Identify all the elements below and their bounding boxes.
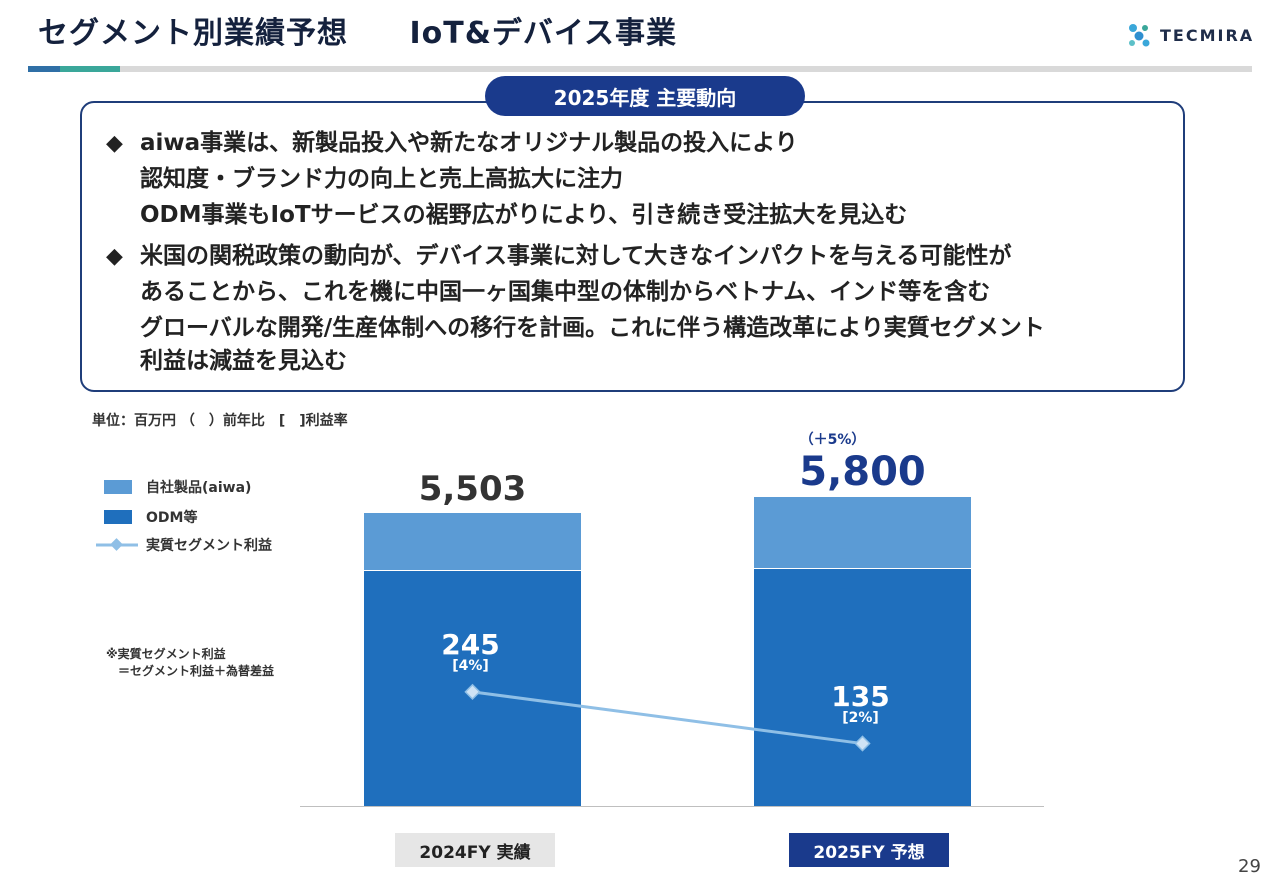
legend-item-odm: ODM等	[104, 507, 197, 527]
bar-total-label-1: 5,800	[799, 449, 926, 495]
bullet-2-line-4: 利益は減益を見込む	[140, 348, 347, 374]
category-label-2024: 2024FY 実績	[395, 833, 555, 867]
bar-odm-0	[364, 571, 581, 806]
logo-mark-icon	[1129, 24, 1150, 47]
bullet-1-line-2: 認知度・ブランド力の向上と売上高拡大に注力	[140, 166, 623, 192]
legend-swatch-aiwa	[104, 480, 132, 494]
growth-label-1: （＋5%）	[799, 432, 866, 448]
profit-value-label-0: 245	[441, 627, 500, 661]
chart-baseline	[300, 806, 1044, 807]
logo-text: TECMIRA	[1160, 25, 1255, 45]
bullet-1-line-1: aiwa事業は、新製品投入や新たなオリジナル製品の投入により	[140, 130, 798, 156]
bullet-1-line-3: ODM事業もIoTサービスの裾野広がりにより、引き続き受注拡大を見込む	[140, 202, 908, 228]
page-title: セグメント別業績予想 IoT&デバイス事業	[38, 8, 677, 52]
legend-line-icon	[96, 538, 138, 551]
bar-aiwa-0	[364, 512, 581, 571]
bullet-2-line-3: グローバルな開発/生産体制への移行を計画。これに伴う構造改革により実質セグメント	[140, 315, 1045, 341]
legend-item-aiwa: 自社製品(aiwa)	[104, 477, 251, 497]
legend-label-aiwa: 自社製品(aiwa)	[146, 480, 252, 496]
page-title-main: セグメント別業績予想	[38, 16, 348, 51]
note-line-1: ※実質セグメント利益	[106, 647, 226, 661]
bar-total-label-0: 5,503	[418, 468, 527, 509]
legend-label-odm: ODM等	[146, 510, 198, 526]
note-line-2: ＝セグメント利益＋為替差益	[106, 664, 275, 678]
header-divider-accent-teal	[60, 66, 120, 72]
page-title-sub: IoT&デバイス事業	[409, 16, 677, 51]
company-logo: TECMIRA	[1124, 20, 1254, 50]
unit-note: 単位：百万円 （ ）前年比 [ ]利益率	[92, 413, 348, 429]
profit-margin-label-1: [2%]	[842, 709, 879, 726]
header-divider	[28, 66, 1252, 72]
bullet-2-marker: ◆	[106, 244, 123, 269]
legend-swatch-odm	[104, 510, 132, 524]
summary-box	[80, 101, 1185, 392]
summary-label: 2025年度 主要動向	[485, 76, 805, 116]
bullet-1-marker: ◆	[106, 131, 123, 156]
legend-item-profit: 実質セグメント利益	[96, 535, 272, 555]
legend-label-profit: 実質セグメント利益	[146, 538, 272, 554]
bar-odm-1	[754, 568, 971, 806]
profit-margin-label-0: [4%]	[452, 657, 489, 674]
page-number: 29	[1238, 856, 1261, 877]
bullet-2-line-1: 米国の関税政策の動向が、デバイス事業に対して大きなインパクトを与える可能性が	[140, 243, 1012, 269]
category-label-2025: 2025FY 予想	[789, 833, 949, 867]
bullet-2-line-2: あることから、これを機に中国一ヶ国集中型の体制からベトナム、インド等を含む	[140, 279, 991, 305]
profit-value-label-1: 135	[831, 679, 890, 713]
bar-aiwa-1	[754, 497, 971, 568]
